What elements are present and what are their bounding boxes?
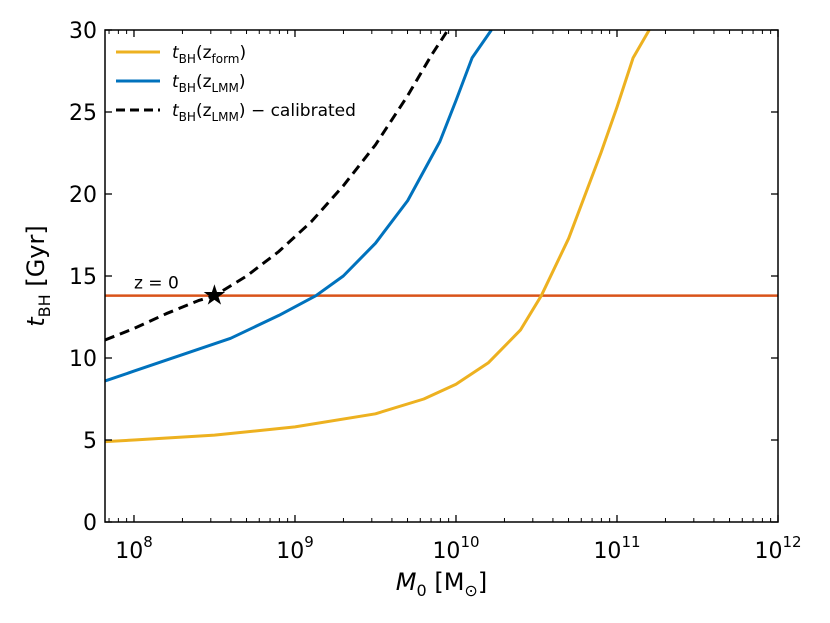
x-axis-title: M0 [M⊙]	[396, 568, 487, 600]
legend: tBH(zform) tBH(zLMM) tBH(zLMM) − calibrate…	[116, 43, 356, 124]
y-tick-label-2: 10	[69, 347, 97, 372]
calibration-star-marker: ★	[202, 279, 227, 312]
series-line-2	[105, 30, 450, 342]
z0-label: z = 0	[134, 274, 179, 294]
y-axis-title: tBH [Gyr]	[22, 225, 54, 326]
x-tick-label-0: 108	[115, 533, 153, 564]
y-tick-label-3: 15	[69, 265, 97, 290]
series-line-1	[105, 30, 493, 383]
y-tick-label-4: 20	[69, 183, 97, 208]
legend-entry-0: tBH(zform)	[172, 43, 246, 66]
series-line-0	[105, 30, 651, 444]
axes: 108 109 1010 1011 1012 0 5 10 15 20 25 30 M0 [M⊙] tBH…	[22, 19, 802, 600]
plot-area	[105, 30, 778, 444]
x-tick-label-2: 1010	[432, 533, 479, 564]
y-tick-label-0: 0	[83, 511, 97, 536]
legend-entry-1: tBH(zLMM)	[172, 72, 246, 95]
x-tick-label-4: 1012	[754, 533, 801, 564]
x-tick-label-1: 109	[276, 533, 314, 564]
y-tick-label-5: 25	[69, 101, 97, 126]
x-tick-label-3: 1011	[593, 533, 640, 564]
y-tick-label-1: 5	[83, 429, 97, 454]
legend-entry-2: tBH(zLMM) − calibrated	[172, 101, 356, 124]
y-tick-label-6: 30	[69, 19, 97, 44]
